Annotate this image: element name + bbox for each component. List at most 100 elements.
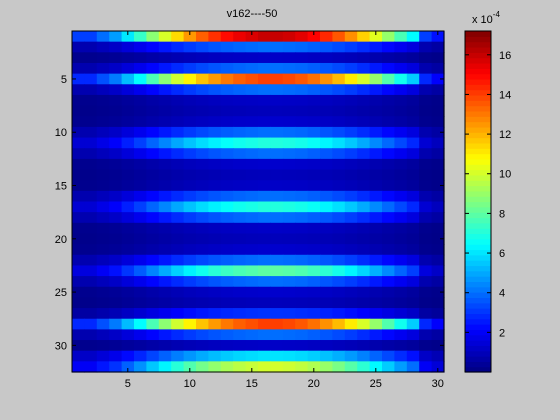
heatmap-cell <box>307 340 321 352</box>
heatmap-cell <box>220 137 234 149</box>
heatmap-cell <box>121 52 135 64</box>
colorbar-tick-label: 12 <box>499 129 511 141</box>
heatmap-cell <box>344 84 358 96</box>
heatmap-cell <box>282 116 296 128</box>
heatmap-cell <box>344 254 358 267</box>
heatmap-cell <box>270 297 284 309</box>
heatmap-cell <box>146 297 160 309</box>
heatmap-cell <box>220 340 234 352</box>
heatmap-cell <box>394 286 408 299</box>
colorbar-tick-label: 2 <box>499 327 505 339</box>
heatmap-cell <box>270 137 284 149</box>
heatmap-cell <box>357 84 371 96</box>
heatmap-cell <box>196 244 209 256</box>
heatmap-cell <box>295 62 309 75</box>
heatmap-cell <box>382 308 395 320</box>
heatmap-cell <box>109 244 123 256</box>
heatmap-cell <box>146 94 160 107</box>
heatmap-cell <box>431 212 445 224</box>
heatmap-cell <box>109 254 123 267</box>
heatmap-cell <box>121 137 135 149</box>
heatmap-cell <box>394 308 408 320</box>
heatmap-cell <box>320 169 333 181</box>
heatmap-cell <box>220 52 234 64</box>
colorbar-segment <box>465 265 491 272</box>
heatmap-cell <box>171 244 185 256</box>
heatmap-cell <box>295 233 309 245</box>
colorbar-segment <box>465 249 491 256</box>
heatmap-cell <box>183 169 197 181</box>
heatmap-cell <box>233 180 247 192</box>
heatmap-cell <box>369 265 383 277</box>
heatmap-cell <box>270 212 284 224</box>
heatmap-cell <box>196 116 209 128</box>
heatmap-cell <box>295 244 309 256</box>
colorbar-segment <box>465 201 491 208</box>
heatmap-cell <box>183 276 197 288</box>
heatmap-cell <box>369 254 383 267</box>
heatmap-cell <box>307 254 321 267</box>
heatmap-cell <box>258 233 271 245</box>
colorbar-axis: 2 4 6 8 10 12 14 16 <box>465 50 511 339</box>
heatmap-cell <box>109 265 123 277</box>
heatmap-cell <box>382 254 395 267</box>
heatmap-cell <box>332 169 346 181</box>
colorbar-segment <box>465 57 491 64</box>
heatmap-cell <box>233 297 247 309</box>
heatmap-cell <box>220 105 234 117</box>
heatmap-cell <box>183 126 197 139</box>
heatmap-cell <box>220 212 234 224</box>
heatmap-cell <box>369 201 383 213</box>
heatmap-cell <box>282 276 296 288</box>
heatmap-cell <box>220 31 234 43</box>
heatmap-cell <box>121 254 135 267</box>
heatmap-cell <box>394 148 408 160</box>
heatmap-cell <box>208 62 222 75</box>
heatmap-cell <box>196 41 209 53</box>
heatmap-cell <box>96 158 110 171</box>
heatmap-cell <box>431 137 445 149</box>
heatmap-cell <box>196 137 209 149</box>
colorbar-scale-exponent: -4 <box>493 10 501 19</box>
heatmap-cell <box>357 126 371 139</box>
heatmap-cell <box>208 148 222 160</box>
heatmap-cell <box>357 105 371 117</box>
heatmap-cell <box>431 148 445 160</box>
heatmap-cell <box>134 180 147 192</box>
heatmap-cell <box>332 137 346 149</box>
heatmap-cell <box>109 41 123 53</box>
heatmap-cell <box>332 222 346 235</box>
heatmap-cell <box>320 126 333 139</box>
heatmap-cell <box>196 105 209 117</box>
heatmap-cell <box>72 201 85 213</box>
heatmap-cell <box>96 329 110 341</box>
heatmap-cell <box>220 148 234 160</box>
x-axis: 5 10 15 20 25 30 <box>125 31 444 390</box>
heatmap-cell <box>171 84 185 96</box>
heatmap-cell <box>233 212 247 224</box>
heatmap-cell <box>121 233 135 245</box>
heatmap-cell <box>196 190 209 203</box>
heatmap-cell <box>344 212 358 224</box>
heatmap-cell <box>258 265 271 277</box>
heatmap-cell <box>270 308 284 320</box>
heatmap-cell <box>96 84 110 96</box>
heatmap-cell <box>158 148 172 160</box>
heatmap-cell <box>258 31 271 43</box>
heatmap-cell <box>344 265 358 277</box>
heatmap-cell <box>344 361 358 373</box>
colorbar-segment <box>465 105 491 112</box>
heatmap-cell <box>233 254 247 267</box>
heatmap-cell <box>96 137 110 149</box>
heatmap-cell <box>134 190 147 203</box>
heatmap-cell <box>96 94 110 107</box>
heatmap-cell <box>307 265 321 277</box>
heatmap-cell <box>84 276 98 288</box>
heatmap-cell <box>146 180 160 192</box>
heatmap-cell <box>307 52 321 64</box>
heatmap-cell <box>233 190 247 203</box>
heatmap-cell <box>406 190 420 203</box>
heatmap-cell <box>270 73 284 85</box>
heatmap-cell <box>320 350 333 362</box>
